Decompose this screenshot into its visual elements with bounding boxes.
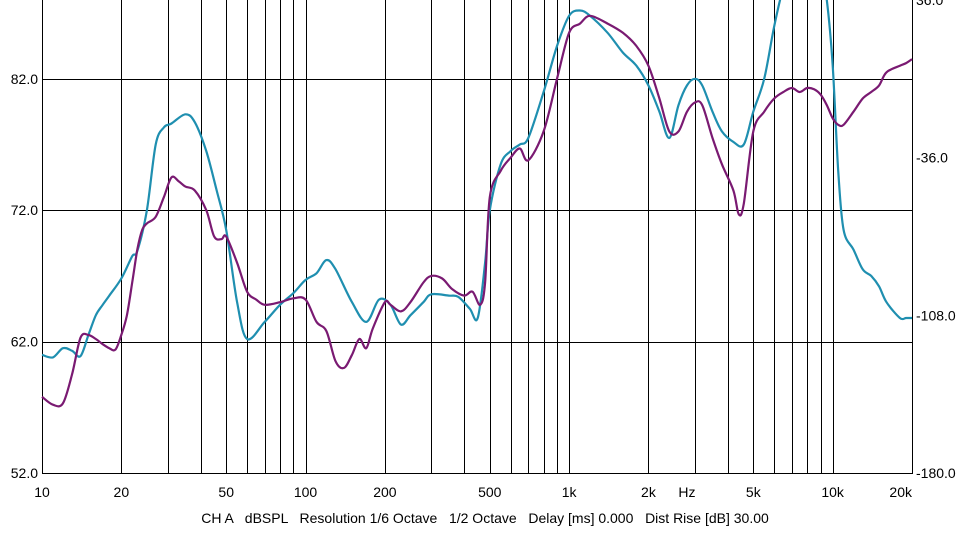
y-right-tick-label: -108.0 (916, 307, 956, 323)
x-tick-label: 5k (746, 484, 762, 500)
x-tick-label: 20k (889, 484, 913, 500)
status-channel: CH A (201, 510, 234, 526)
x-tick-label: 1k (562, 484, 578, 500)
series-line-2 (41, 14, 913, 408)
y-axis-left-labels: 52.0 62.0 72.0 82.0 (11, 71, 38, 481)
y-left-tick-label: 72.0 (11, 202, 38, 218)
x-tick-label: 50 (218, 484, 234, 500)
x-tick-label: 2k (641, 484, 657, 500)
y-right-tick-label: 36.0 (916, 0, 943, 8)
x-unit-label: Hz (678, 484, 695, 500)
x-tick-label: 10 (34, 484, 50, 500)
status-unit: dBSPL (244, 510, 288, 526)
grid (42, 0, 913, 474)
x-tick-label: 10k (821, 484, 845, 500)
plot-frame (42, 0, 913, 474)
x-axis-labels: 10 20 50 100 200 500 1k 2k 5k 10k 20k Hz (34, 484, 913, 500)
x-tick-label: 20 (114, 484, 130, 500)
y-left-tick-label: 52.0 (11, 465, 38, 481)
y-right-tick-label: -36.0 (916, 150, 948, 166)
y-left-tick-label: 82.0 (11, 71, 38, 87)
status-delay: Delay [ms] 0.000 (528, 510, 634, 526)
x-tick-label: 500 (478, 484, 502, 500)
status-resolution: Resolution 1/6 Octave (299, 510, 438, 526)
status-dist-rise: Dist Rise [dB] 30.00 (645, 510, 769, 526)
x-tick-label: 200 (373, 484, 397, 500)
y-axis-right-labels: -180.0 -108.0 -36.0 36.0 (916, 0, 956, 481)
y-left-tick-label: 62.0 (11, 334, 38, 350)
series-group (41, 0, 913, 408)
x-tick-label: 100 (294, 484, 318, 500)
plot-border (42, 0, 913, 474)
status-smoothing: 1/2 Octave (448, 510, 517, 526)
status-bar: CH A dBSPL Resolution 1/6 Octave 1/2 Oct… (0, 510, 970, 526)
y-right-tick-label: -180.0 (916, 465, 956, 481)
